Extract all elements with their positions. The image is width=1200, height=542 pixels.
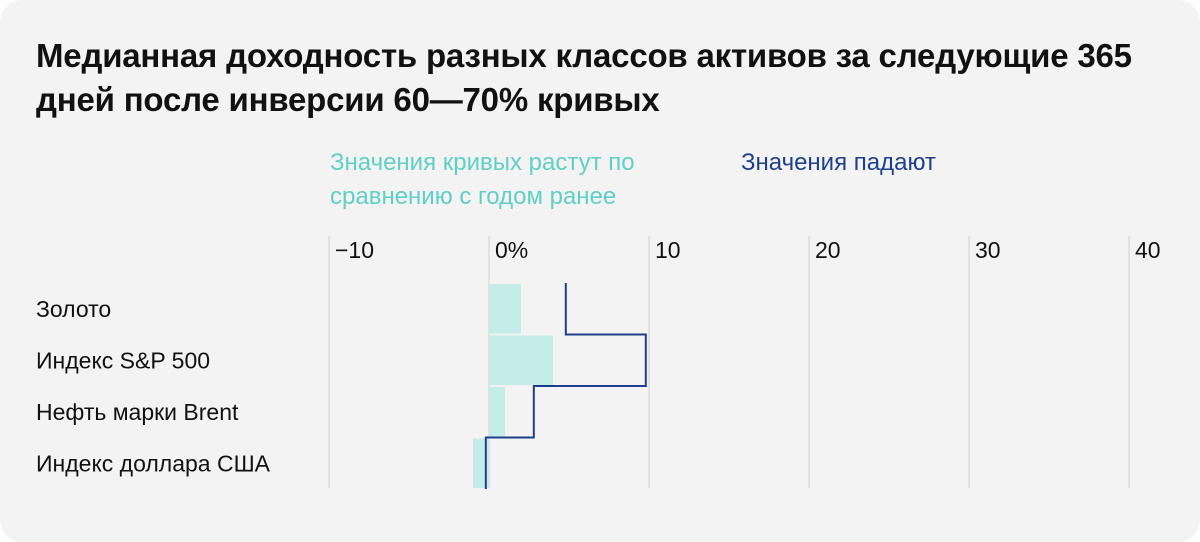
tick-label: 30 bbox=[975, 237, 1001, 263]
category-label: Нефть марки Brent bbox=[36, 399, 239, 425]
tick-label: 0% bbox=[495, 237, 528, 263]
step-outline-falling bbox=[484, 283, 647, 489]
tick-labels: −10 0% 10 20 30 40 bbox=[335, 237, 1161, 263]
category-labels: Золото Индекс S&P 500 Нефть марки Brent Инд… bbox=[36, 296, 271, 477]
bar-rising bbox=[489, 284, 521, 334]
bar-rising bbox=[489, 335, 553, 385]
category-label: Индекс S&P 500 bbox=[36, 347, 210, 373]
bar-rising bbox=[489, 387, 505, 437]
tick-label: −10 bbox=[335, 237, 374, 263]
tick-label: 20 bbox=[815, 237, 841, 263]
chart-title: Медианная доходность разных классов акти… bbox=[36, 37, 1132, 118]
legend-rising: Значения кривых растут по сравнению с го… bbox=[330, 149, 635, 210]
grid-layer bbox=[328, 236, 1130, 488]
tick-label: 10 bbox=[655, 237, 681, 263]
category-label: Золото bbox=[36, 296, 111, 322]
category-label: Индекс доллара США bbox=[36, 450, 271, 476]
tick-label: 40 bbox=[1135, 237, 1161, 263]
outline-layer bbox=[484, 283, 647, 489]
legend-falling: Значения падают bbox=[741, 149, 936, 176]
